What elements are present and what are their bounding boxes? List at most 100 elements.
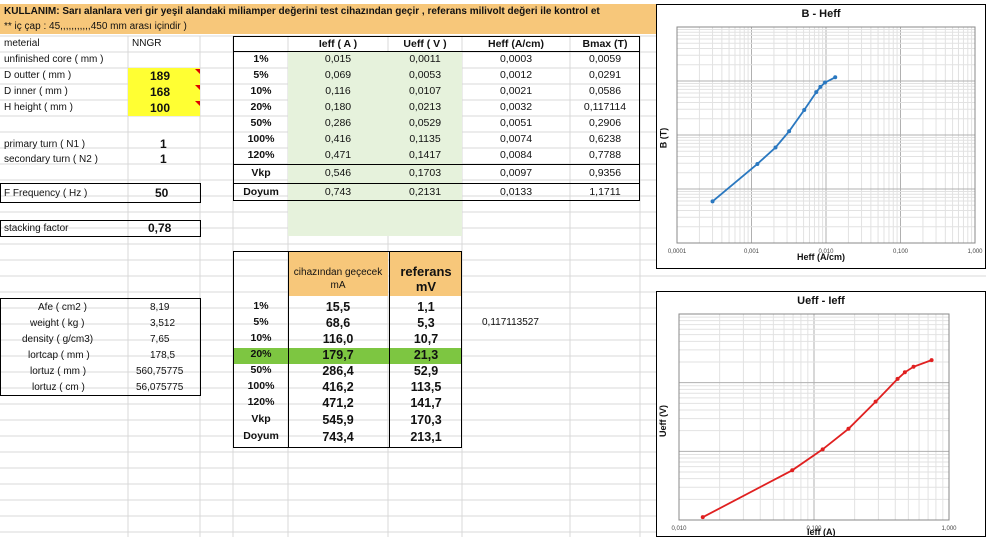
x-axis-label: Heff (A/cm) — [797, 252, 846, 262]
header-mv: referans mV — [400, 264, 452, 294]
main-table-cell-label: 10% — [250, 85, 272, 97]
instruction-banner: KULLANIM: Sarı alanlara veri gir yeşil a… — [0, 4, 660, 34]
main-table-cell-bmax: 0,117114 — [583, 101, 627, 113]
x-tick-label: 0,010 — [818, 249, 834, 255]
test-table-cell-ma: 743,4 — [322, 430, 354, 444]
data-point — [823, 80, 828, 85]
main-table-cell-label: 1% — [253, 53, 269, 65]
main-table-cell-ueff: 0,0011 — [409, 53, 441, 65]
data-point — [818, 84, 823, 89]
test-table-cell-label: 50% — [250, 364, 272, 376]
x-tick-label: 1,000 — [941, 526, 957, 532]
data-point — [802, 107, 807, 112]
lortuz-cm-label: lortuz ( cm ) — [32, 382, 85, 393]
main-table-cell-ueff: 0,1703 — [408, 167, 442, 179]
d-outer-input[interactable]: 189 — [150, 69, 171, 83]
stacking-factor-input[interactable]: 0,78 — [148, 221, 172, 235]
main-table-cell-bmax: 0,2906 — [588, 117, 622, 129]
test-table-cell-ma: 15,5 — [325, 300, 351, 314]
data-point — [895, 376, 900, 381]
inner-diameter-note: ** iç çap : 45,,,,,,,,,,,450 mm arası iç… — [4, 21, 187, 32]
main-table-cell-bmax: 0,0586 — [588, 85, 622, 97]
test-table-cell-label: 100% — [247, 380, 275, 392]
main-table-cell-heff: 0,0133 — [499, 186, 533, 198]
test-table-cell-label: 120% — [247, 396, 275, 408]
test-table-cell-label: 1% — [253, 300, 269, 312]
test-table-cell-label: Vkp — [251, 413, 271, 425]
lortuz-mm-value: 560,75775 — [136, 366, 184, 377]
secondary-turn-label: secondary turn ( N2 ) — [4, 154, 98, 165]
b-heff-chart[interactable]: B - Heff 0,0001 0,001 0,010 0,100 1,000 Heff… — [656, 4, 986, 269]
table-header-row — [233, 36, 640, 52]
main-table-cell-label: Vkp — [251, 167, 271, 179]
test-table-cell-mv: 213,1 — [410, 430, 442, 444]
test-table-cell-mv: 170,3 — [410, 413, 442, 427]
highlight-row-20 — [233, 348, 462, 364]
main-table-cell-ieff: 0,416 — [324, 133, 352, 145]
main-table-cell-ueff: 0,0213 — [408, 101, 442, 113]
data-point — [873, 399, 878, 404]
plot-area — [676, 26, 976, 244]
main-table-cell-label: 5% — [253, 69, 269, 81]
main-table-cell-heff: 0,0032 — [499, 101, 533, 113]
test-table-cell-label: 5% — [253, 316, 269, 328]
data-point — [929, 358, 934, 363]
main-table-cell-bmax: 0,9356 — [588, 167, 622, 179]
y-axis-label: Ueff (V) — [658, 405, 668, 437]
mv-header-fill — [390, 252, 462, 296]
ueff-ieff-chart[interactable]: Ueff - Ieff 0,010 0,100 1,000 Ueff (V) Ief… — [656, 291, 986, 537]
comment-marker — [195, 69, 200, 74]
plot-area — [678, 313, 950, 521]
density-label: density ( g/cm3) — [22, 334, 94, 345]
height-input[interactable]: 100 — [150, 101, 171, 115]
doyum-row-frame — [233, 183, 640, 201]
main-table-cell-ueff: 0,0053 — [408, 69, 442, 81]
frequency-row — [0, 183, 201, 203]
main-table-cell-label: 120% — [247, 149, 275, 161]
main-table-cell-label: Doyum — [243, 186, 279, 198]
data-point — [820, 447, 825, 452]
ma-column-frame — [288, 251, 390, 448]
main-table-cell-ueff: 0,0529 — [408, 117, 442, 129]
test-table-cell-mv: 5,3 — [417, 316, 435, 330]
data-point — [814, 90, 819, 95]
test-table-cell-ma: 116,0 — [322, 332, 354, 346]
input-highlight — [128, 68, 200, 116]
d-inner-label: D inner ( mm ) — [4, 86, 68, 97]
series-line — [702, 359, 932, 518]
data-point — [790, 468, 795, 473]
material-value[interactable]: NNGR — [132, 38, 162, 49]
unfinished-core-label: unfinished core ( mm ) — [4, 54, 104, 65]
main-table-cell-bmax: 0,0059 — [588, 53, 622, 65]
main-table-cell-ueff: 0,1135 — [409, 133, 441, 145]
chart-title: Ueff - Ieff — [797, 295, 845, 307]
density-value: 7,65 — [150, 334, 170, 345]
test-table-cell-label: Doyum — [243, 430, 279, 442]
main-table-cell-ieff: 0,471 — [324, 149, 352, 161]
main-table-cell-ieff: 0,116 — [325, 85, 351, 97]
main-table-cell-heff: 0,0074 — [499, 133, 533, 145]
comment-marker — [195, 101, 200, 106]
derived-values-box — [0, 298, 201, 396]
data-point — [787, 129, 792, 134]
frequency-input[interactable]: 50 — [155, 186, 169, 200]
primary-turn-label: primary turn ( N1 ) — [4, 139, 86, 150]
data-point — [846, 426, 851, 431]
ieff-ueff-shade — [288, 52, 462, 236]
primary-turn-input[interactable]: 1 — [160, 137, 167, 151]
ueff-ieff-plot: 0,010 0,100 1,000 — [671, 313, 957, 532]
height-label: H height ( mm ) — [4, 102, 73, 113]
main-table-cell-ieff: 0,546 — [324, 167, 352, 179]
d-inner-input[interactable]: 168 — [150, 85, 171, 99]
test-table-cell-ma: 545,9 — [322, 413, 354, 427]
test-table-cell-label: 20% — [250, 348, 272, 360]
data-point — [902, 370, 907, 375]
test-table-cell-ma: 471,2 — [322, 396, 354, 410]
main-table-cell-bmax: 0,6238 — [588, 133, 622, 145]
b-heff-plot: 0,0001 0,001 0,010 0,100 1,000 — [668, 26, 983, 255]
test-table-cell-mv: 52,9 — [413, 364, 439, 378]
secondary-turn-input[interactable]: 1 — [160, 152, 167, 166]
main-table-cell-bmax: 0,7788 — [588, 149, 622, 161]
header-ieff: Ieff ( A ) — [318, 38, 358, 50]
x-tick-label: 0,010 — [671, 526, 687, 532]
